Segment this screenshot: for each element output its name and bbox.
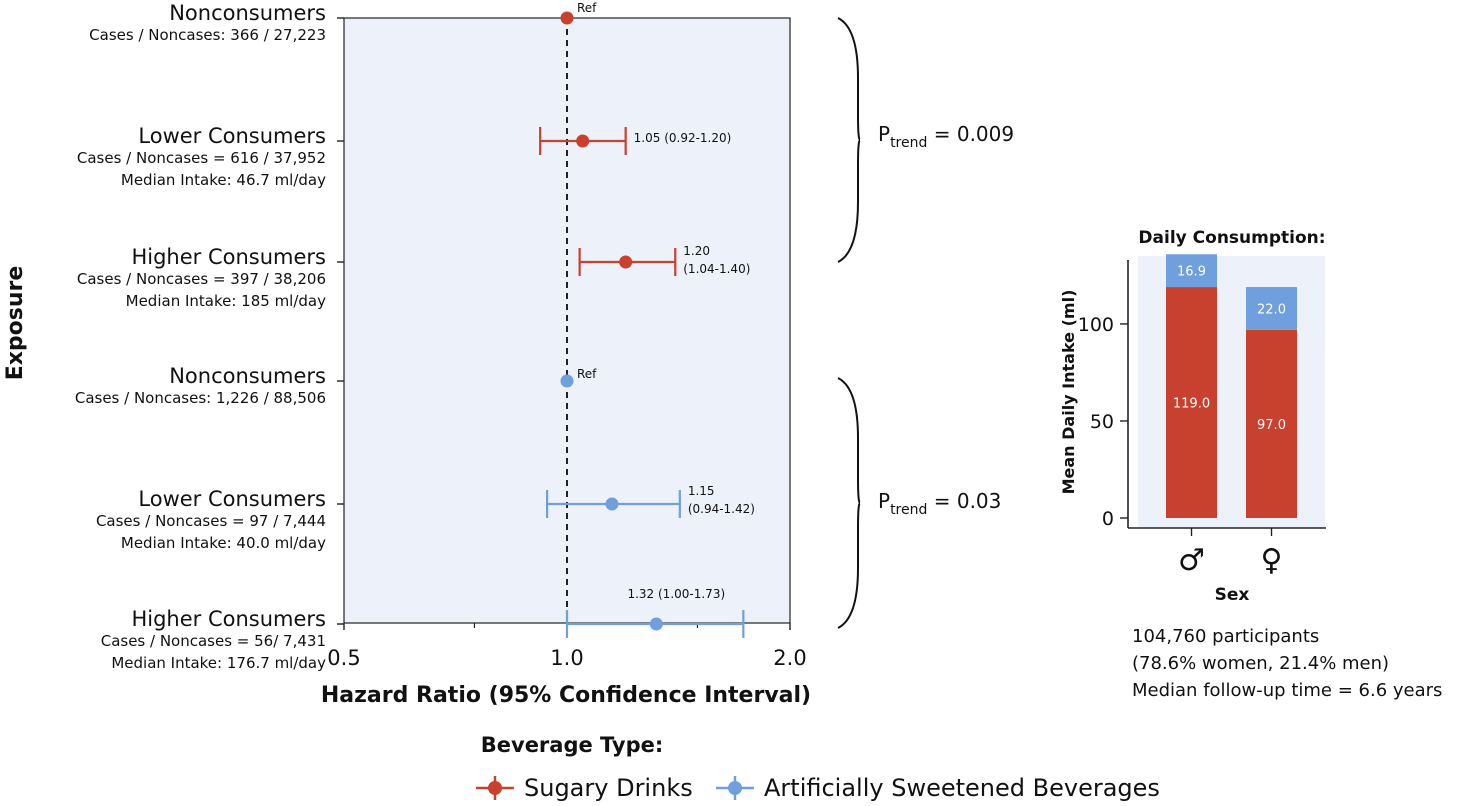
forest-x-axis-label: Hazard Ratio (95% Confidence Interval)	[321, 683, 811, 708]
p-trend-text: Ptrend = 0.03	[878, 489, 1001, 518]
row-detail: Median Intake: 185 ml/day	[126, 292, 326, 310]
hr-annotation: Ref	[577, 367, 597, 381]
row-detail: Median Intake: 176.7 ml/day	[111, 654, 326, 672]
row-label: Higher Consumers	[131, 607, 326, 631]
bar-x-axis-label: Sex	[1215, 585, 1250, 605]
brace	[837, 17, 861, 263]
bar-segment	[1166, 287, 1217, 518]
row-detail: Cases / Noncases = 616 / 37,952	[77, 149, 326, 167]
bar-y-tick-label: 0	[1102, 508, 1114, 530]
hr-point	[649, 617, 663, 631]
p-trend-subscript: trend	[890, 502, 927, 518]
bar-y-tick-label: 100	[1078, 314, 1114, 336]
row-detail: Cases / Noncases: 366 / 27,223	[89, 26, 326, 44]
bar-chart-title: Daily Consumption:	[1138, 228, 1325, 248]
legend-marker-point	[488, 781, 502, 795]
row-detail: Cases / Noncases = 56/ 7,431	[101, 632, 326, 650]
legend-marker-point	[728, 781, 742, 795]
hr-point	[560, 374, 574, 388]
row-label: Nonconsumers	[169, 364, 326, 388]
legend-entry-label: Sugary Drinks	[524, 774, 693, 802]
p-trend-text: Ptrend = 0.009	[878, 122, 1014, 151]
study-info-line: 104,760 participants	[1132, 626, 1319, 647]
bar-segment	[1246, 329, 1297, 518]
row-detail: Cases / Noncases = 97 / 7,444	[96, 512, 326, 530]
legend: Beverage Type: Sugary Drinks Artificially…	[476, 733, 1160, 802]
forest-x-tick-label: 1.0	[550, 646, 583, 670]
p-trend-prefix: P	[878, 489, 890, 513]
p-trend-value: = 0.009	[927, 122, 1014, 146]
hr-point	[576, 134, 590, 148]
row-detail: Cases / Noncases: 1,226 / 88,506	[75, 389, 326, 407]
bar-value-label: 97.0	[1257, 418, 1286, 433]
hr-annotation: 1.05 (0.92-1.20)	[634, 131, 732, 145]
hr-annotation: 1.15	[688, 484, 715, 498]
hr-annotation: Ref	[577, 1, 597, 15]
hr-point	[619, 255, 633, 269]
p-trend-subscript: trend	[890, 135, 927, 151]
study-info-line: Median follow-up time = 6.6 years	[1132, 680, 1442, 701]
bar-segment	[1166, 254, 1217, 288]
hr-point	[560, 11, 574, 25]
bar-value-label: 16.9	[1177, 265, 1206, 280]
bar-y-tick-label: 50	[1090, 411, 1114, 433]
hr-annotation: (1.04-1.40)	[683, 262, 750, 276]
row-detail: Cases / Noncases = 397 / 38,206	[77, 270, 326, 288]
row-label: Nonconsumers	[169, 1, 326, 25]
row-label: Higher Consumers	[131, 245, 326, 269]
row-detail: Median Intake: 46.7 ml/day	[121, 171, 326, 189]
stacked-bar-chart: Daily Consumption: 0 50 100 ♂ 119.0 16.9 ♀ 97.0…	[1059, 228, 1326, 605]
hr-annotation: (0.94-1.42)	[688, 502, 755, 516]
p-trend-prefix: P	[878, 122, 890, 146]
hr-annotation: 1.20	[683, 244, 710, 258]
bar-segment	[1246, 287, 1297, 330]
row-label: Lower Consumers	[138, 124, 326, 148]
brace	[837, 377, 861, 629]
forest-x-tick-label: 2.0	[773, 646, 806, 670]
sex-symbol-label: ♀	[1261, 543, 1283, 578]
sex-symbol-label: ♂	[1178, 543, 1205, 578]
legend-title: Beverage Type:	[481, 733, 664, 757]
row-label: Lower Consumers	[138, 487, 326, 511]
row-detail: Median Intake: 40.0 ml/day	[121, 534, 326, 552]
forest-x-tick-label: 0.5	[327, 646, 360, 670]
study-info-line: (78.6% women, 21.4% men)	[1132, 653, 1389, 674]
bar-value-label: 22.0	[1257, 302, 1286, 317]
bar-value-label: 119.0	[1173, 397, 1210, 412]
hr-annotation: 1.32 (1.00-1.73)	[627, 587, 725, 601]
p-trend-value: = 0.03	[927, 489, 1001, 513]
bar-y-axis-label: Mean Daily Intake (ml)	[1059, 290, 1078, 495]
study-info: 104,760 participants (78.6% women, 21.4%…	[1132, 626, 1442, 701]
hr-point	[605, 497, 619, 511]
forest-y-axis-label: Exposure	[3, 266, 28, 381]
legend-entry-label: Artificially Sweetened Beverages	[764, 774, 1160, 802]
